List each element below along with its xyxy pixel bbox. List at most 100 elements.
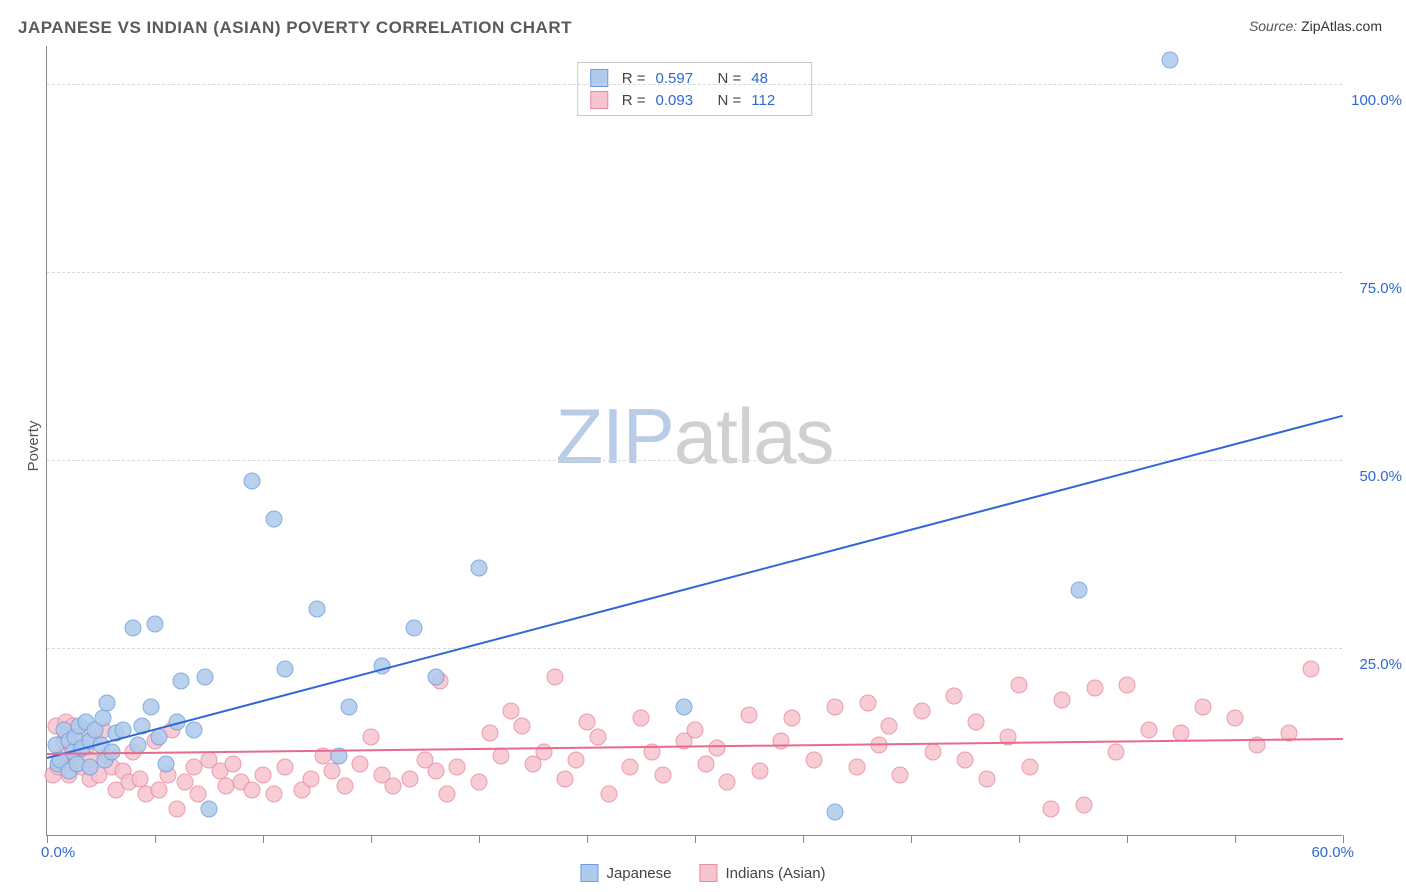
data-point bbox=[352, 755, 369, 772]
x-tick bbox=[695, 835, 696, 843]
data-point bbox=[589, 729, 606, 746]
x-tick bbox=[47, 835, 48, 843]
data-point bbox=[1302, 661, 1319, 678]
x-tick-label: 60.0% bbox=[1311, 844, 1354, 861]
data-point bbox=[244, 473, 261, 490]
data-point bbox=[1194, 699, 1211, 716]
data-point bbox=[341, 699, 358, 716]
x-tick bbox=[371, 835, 372, 843]
source-label: Source: bbox=[1249, 18, 1297, 34]
y-tick-label: 75.0% bbox=[1359, 280, 1402, 297]
data-point bbox=[1011, 676, 1028, 693]
data-point bbox=[276, 661, 293, 678]
data-point bbox=[309, 601, 326, 618]
data-point bbox=[406, 620, 423, 637]
data-point bbox=[172, 672, 189, 689]
data-point bbox=[201, 800, 218, 817]
legend-item-japanese: Japanese bbox=[580, 864, 671, 882]
data-point bbox=[337, 778, 354, 795]
y-axis-label: Poverty bbox=[25, 421, 42, 472]
data-point bbox=[427, 669, 444, 686]
data-point bbox=[773, 732, 790, 749]
data-point bbox=[481, 725, 498, 742]
data-point bbox=[224, 755, 241, 772]
n-label: N = bbox=[718, 92, 742, 109]
data-point bbox=[147, 616, 164, 633]
legend-label-japanese: Japanese bbox=[606, 865, 671, 882]
watermark-zip: ZIP bbox=[555, 391, 673, 479]
n-value-indian: 112 bbox=[751, 92, 795, 109]
data-point bbox=[265, 511, 282, 528]
data-point bbox=[1108, 744, 1125, 761]
data-point bbox=[168, 800, 185, 817]
data-point bbox=[741, 706, 758, 723]
gridline bbox=[47, 648, 1342, 649]
watermark-atlas: atlas bbox=[674, 391, 834, 479]
data-point bbox=[324, 763, 341, 780]
data-point bbox=[579, 714, 596, 731]
x-tick bbox=[263, 835, 264, 843]
data-point bbox=[719, 774, 736, 791]
stats-box: R = 0.597 N = 48 R = 0.093 N = 112 bbox=[577, 62, 813, 116]
source-citation: Source: ZipAtlas.com bbox=[1249, 18, 1382, 34]
data-point bbox=[600, 785, 617, 802]
x-tick bbox=[479, 835, 480, 843]
data-point bbox=[687, 721, 704, 738]
data-point bbox=[827, 699, 844, 716]
bottom-legend: Japanese Indians (Asian) bbox=[580, 864, 825, 882]
data-point bbox=[827, 804, 844, 821]
data-point bbox=[1162, 52, 1179, 69]
data-point bbox=[1227, 710, 1244, 727]
data-point bbox=[1071, 582, 1088, 599]
x-tick bbox=[1127, 835, 1128, 843]
data-point bbox=[849, 759, 866, 776]
x-tick bbox=[911, 835, 912, 843]
trend-line bbox=[47, 415, 1343, 759]
data-point bbox=[978, 770, 995, 787]
data-point bbox=[129, 736, 146, 753]
data-point bbox=[557, 770, 574, 787]
data-point bbox=[185, 721, 202, 738]
data-point bbox=[401, 770, 418, 787]
gridline bbox=[47, 460, 1342, 461]
data-point bbox=[427, 763, 444, 780]
data-point bbox=[697, 755, 714, 772]
y-tick-label: 100.0% bbox=[1351, 92, 1402, 109]
data-point bbox=[957, 751, 974, 768]
data-point bbox=[805, 751, 822, 768]
data-point bbox=[1086, 680, 1103, 697]
data-point bbox=[196, 669, 213, 686]
data-point bbox=[784, 710, 801, 727]
data-point bbox=[622, 759, 639, 776]
data-point bbox=[151, 781, 168, 798]
data-point bbox=[95, 710, 112, 727]
x-tick bbox=[587, 835, 588, 843]
y-tick-label: 50.0% bbox=[1359, 468, 1402, 485]
x-tick bbox=[803, 835, 804, 843]
x-tick bbox=[1019, 835, 1020, 843]
data-point bbox=[1140, 721, 1157, 738]
x-tick bbox=[1343, 835, 1344, 843]
data-point bbox=[892, 766, 909, 783]
legend-label-indian: Indians (Asian) bbox=[726, 865, 826, 882]
data-point bbox=[265, 785, 282, 802]
data-point bbox=[881, 717, 898, 734]
data-point bbox=[1119, 676, 1136, 693]
legend-swatch-japanese bbox=[580, 864, 598, 882]
data-point bbox=[708, 740, 725, 757]
data-point bbox=[676, 699, 693, 716]
data-point bbox=[471, 559, 488, 576]
data-point bbox=[99, 695, 116, 712]
stats-row-japanese: R = 0.597 N = 48 bbox=[590, 67, 796, 89]
data-point bbox=[1075, 796, 1092, 813]
data-point bbox=[151, 729, 168, 746]
data-point bbox=[514, 717, 531, 734]
gridline bbox=[47, 272, 1342, 273]
data-point bbox=[913, 702, 930, 719]
data-point bbox=[1043, 800, 1060, 817]
data-point bbox=[503, 702, 520, 719]
legend-item-indian: Indians (Asian) bbox=[700, 864, 826, 882]
source-value: ZipAtlas.com bbox=[1301, 18, 1382, 34]
data-point bbox=[492, 748, 509, 765]
data-point bbox=[859, 695, 876, 712]
